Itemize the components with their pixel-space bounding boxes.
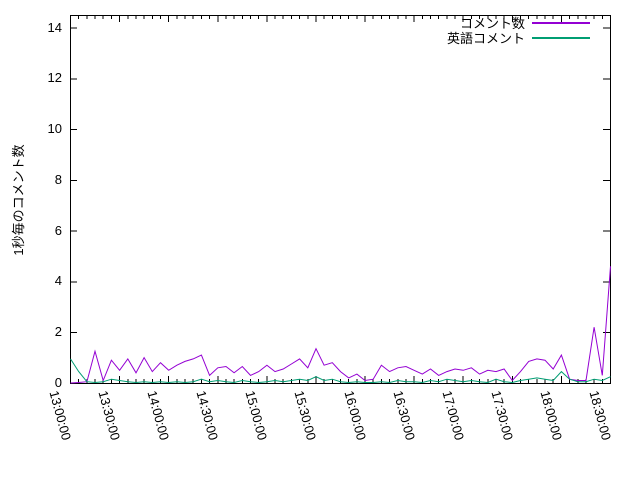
y-tick-label: 2 bbox=[54, 324, 62, 340]
y-tick-label: 12 bbox=[47, 70, 62, 86]
plot-border bbox=[70, 15, 611, 384]
x-tick-label: 15:30:00 bbox=[291, 389, 320, 442]
x-tick-label: 13:30:00 bbox=[95, 389, 124, 442]
x-tick-label: 14:00:00 bbox=[144, 389, 173, 442]
legend-label-comments: コメント数 bbox=[459, 16, 525, 31]
series-line-コメント数 bbox=[70, 266, 611, 384]
y-tick-label: 0 bbox=[54, 375, 62, 390]
plot-svg bbox=[70, 15, 611, 384]
y-tick-label: 10 bbox=[47, 121, 62, 137]
legend-label-english-comments: 英語コメント bbox=[446, 31, 525, 46]
legend-item-comments: コメント数 bbox=[447, 15, 590, 31]
y-tick-label: 6 bbox=[54, 222, 62, 238]
x-tick-label: 16:00:00 bbox=[341, 389, 369, 442]
x-tick-label: 17:00:00 bbox=[439, 389, 467, 442]
legend-line-sample-english-comments bbox=[532, 36, 590, 39]
y-tick-label: 4 bbox=[54, 273, 62, 289]
legend-item-english-comments: 英語コメント bbox=[446, 30, 590, 46]
series-line-英語コメント bbox=[70, 358, 611, 384]
x-tick-label: 15:00:00 bbox=[242, 389, 271, 442]
legend-line-sample-comments bbox=[532, 21, 590, 24]
y-tick-label: 14 bbox=[47, 19, 62, 35]
x-tick-label: 14:30:00 bbox=[193, 389, 222, 442]
legend: コメント数 英語コメント bbox=[446, 15, 590, 46]
x-tick-label: 13:00:00 bbox=[46, 389, 75, 442]
x-tick-label: 16:30:00 bbox=[390, 389, 418, 442]
x-tick-label: 17:30:00 bbox=[488, 389, 516, 442]
y-axis-title: 1秒毎のコメント数 bbox=[11, 144, 26, 256]
plot-area bbox=[70, 15, 611, 384]
y-tick-label: 8 bbox=[54, 171, 62, 187]
x-tick-label: 18:30:00 bbox=[586, 389, 615, 442]
x-tick-label: 18:00:00 bbox=[537, 389, 566, 442]
